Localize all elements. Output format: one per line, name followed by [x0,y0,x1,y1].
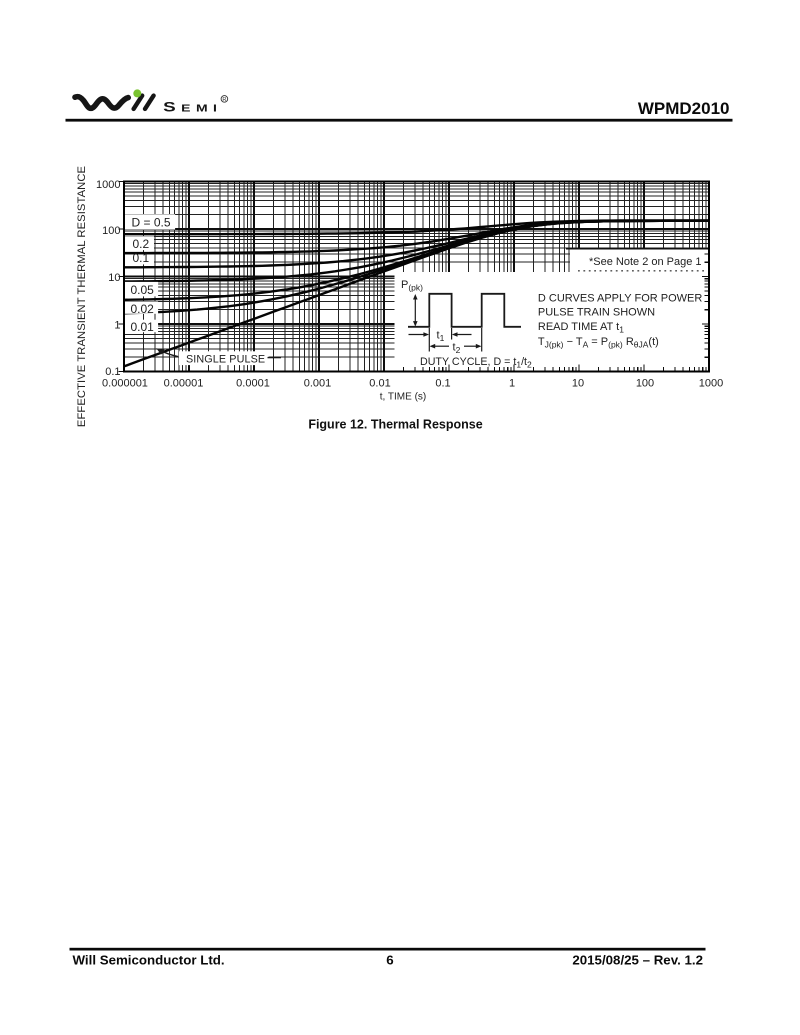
svg-text:DUTY CYCLE, D = t1/t2: DUTY CYCLE, D = t1/t2 [420,356,532,370]
svg-text:SEMI: SEMI [163,100,222,115]
svg-text:2015/08/25 – Rev. 1.2: 2015/08/25 – Rev. 1.2 [572,952,703,967]
svg-text:Will Semiconductor Ltd.: Will Semiconductor Ltd. [73,952,225,967]
svg-text:1000: 1000 [96,179,120,191]
svg-text:R: R [222,97,226,103]
svg-text:0.000001: 0.000001 [102,377,148,389]
svg-text:1: 1 [114,319,120,331]
svg-text:100: 100 [102,225,120,237]
svg-text:t1: t1 [437,330,445,344]
svg-text:0.02: 0.02 [131,302,155,316]
svg-text:t, TIME (s): t, TIME (s) [380,392,426,403]
svg-text:TJ(pk) − TA = P(pk) RθJA(t): TJ(pk) − TA = P(pk) RθJA(t) [538,336,659,350]
svg-text:1000: 1000 [699,377,723,389]
svg-text:WPMD2010: WPMD2010 [638,99,730,118]
svg-text:P(pk): P(pk) [401,279,423,293]
svg-text:0.00001: 0.00001 [164,377,204,389]
svg-text:EFFECTIVE TRANSIENT THERMAL RE: EFFECTIVE TRANSIENT THERMAL RESISTANCE [76,166,88,427]
svg-text:10: 10 [572,377,584,389]
svg-text:READ TIME AT t1: READ TIME AT t1 [538,321,624,335]
svg-text:0.05: 0.05 [131,283,155,297]
svg-text:10: 10 [108,272,120,284]
svg-text:0.1: 0.1 [105,366,120,378]
svg-text:0.1: 0.1 [133,251,150,265]
svg-text:1: 1 [509,377,515,389]
svg-text:0.2: 0.2 [133,237,150,251]
svg-text:D CURVES APPLY FOR POWER: D CURVES APPLY FOR POWER [538,292,702,304]
svg-text:Figure 12. Thermal Response: Figure 12. Thermal Response [308,418,482,432]
svg-text:SINGLE PULSE: SINGLE PULSE [186,353,265,365]
svg-text:PULSE TRAIN SHOWN: PULSE TRAIN SHOWN [538,306,655,318]
svg-text:0.01: 0.01 [369,377,390,389]
svg-text:D = 0.5: D = 0.5 [132,215,171,229]
svg-text:t2: t2 [453,341,461,355]
svg-text:*See Note 2 on Page 1: *See Note 2 on Page 1 [589,256,702,268]
svg-text:0.1: 0.1 [435,377,450,389]
svg-text:6: 6 [386,952,393,967]
svg-text:0.001: 0.001 [304,377,332,389]
svg-text:100: 100 [636,377,654,389]
svg-text:0.01: 0.01 [131,320,155,334]
svg-text:0.0001: 0.0001 [236,377,270,389]
